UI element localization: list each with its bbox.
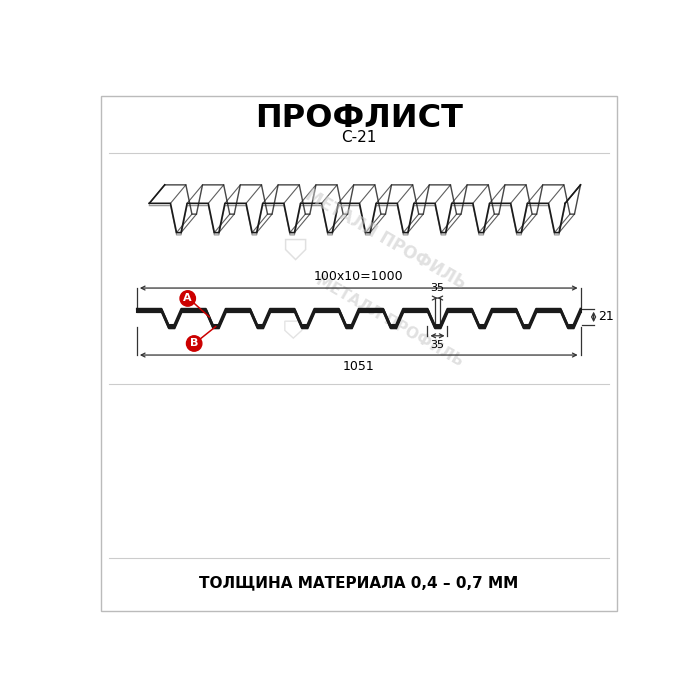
- Text: 1051: 1051: [343, 360, 374, 372]
- Text: 35: 35: [430, 340, 444, 351]
- Text: С-21: С-21: [341, 130, 377, 146]
- Text: 100х10=1000: 100х10=1000: [314, 270, 404, 284]
- Text: ПРОФЛИСТ: ПРОФЛИСТ: [255, 103, 463, 134]
- Text: A: A: [183, 293, 192, 303]
- Text: МЕТАЛЛ ПРОФИЛЬ: МЕТАЛЛ ПРОФИЛЬ: [314, 273, 466, 370]
- Text: 35: 35: [430, 284, 444, 293]
- Text: МЕТАЛЛ ПРОФИЛЬ: МЕТАЛЛ ПРОФИЛЬ: [302, 186, 469, 293]
- Text: ТОЛЩИНА МАТЕРИАЛА 0,4 – 0,7 ММ: ТОЛЩИНА МАТЕРИАЛА 0,4 – 0,7 ММ: [199, 575, 519, 591]
- Text: 21: 21: [598, 310, 614, 323]
- Text: B: B: [190, 339, 198, 349]
- Circle shape: [186, 336, 202, 351]
- Circle shape: [180, 290, 195, 306]
